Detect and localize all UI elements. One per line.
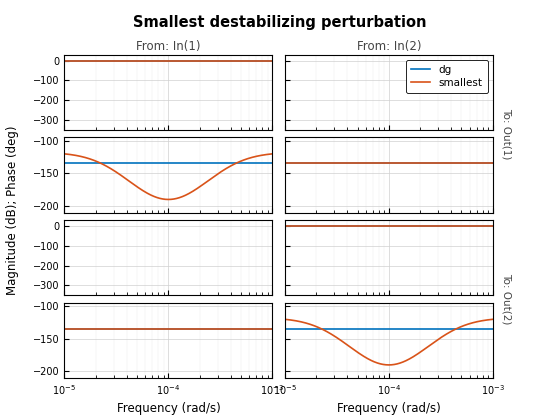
Text: Magnitude (dB); Phase (deg): Magnitude (dB); Phase (deg) xyxy=(6,125,19,295)
Legend: dg, smallest: dg, smallest xyxy=(406,60,488,93)
Title: From: In(1): From: In(1) xyxy=(136,40,200,53)
Text: To: Out(2): To: Out(2) xyxy=(501,273,511,325)
X-axis label: Frequency (rad/s): Frequency (rad/s) xyxy=(337,402,441,415)
Text: To: Out(1): To: Out(1) xyxy=(501,108,511,159)
Text: Smallest destabilizing perturbation: Smallest destabilizing perturbation xyxy=(133,15,427,30)
Title: From: In(2): From: In(2) xyxy=(357,40,421,53)
X-axis label: Frequency (rad/s): Frequency (rad/s) xyxy=(116,402,220,415)
